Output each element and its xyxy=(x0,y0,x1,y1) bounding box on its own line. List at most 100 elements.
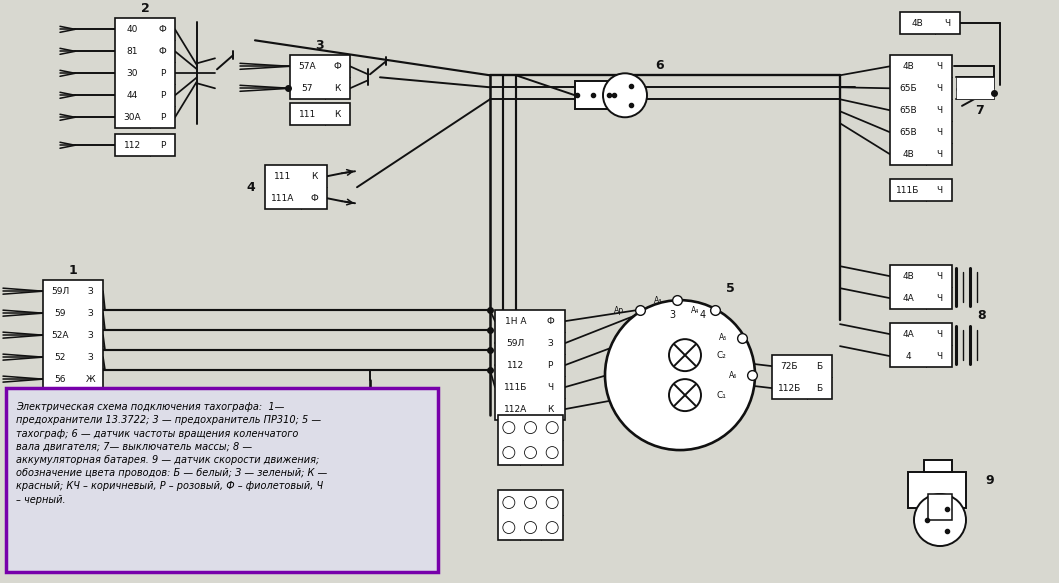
Circle shape xyxy=(914,494,966,546)
Text: 2: 2 xyxy=(141,2,149,15)
Circle shape xyxy=(546,522,558,533)
Text: 4В: 4В xyxy=(912,19,923,28)
Text: Ф: Ф xyxy=(310,194,318,203)
Text: 4В: 4В xyxy=(902,150,914,159)
Circle shape xyxy=(669,339,701,371)
Text: 65В: 65В xyxy=(899,128,917,137)
Bar xyxy=(498,490,563,540)
Text: З: З xyxy=(548,339,553,347)
Text: 30: 30 xyxy=(127,69,138,78)
Text: 1: 1 xyxy=(69,264,77,277)
Bar xyxy=(498,415,563,465)
Text: 44: 44 xyxy=(127,91,138,100)
Circle shape xyxy=(524,447,537,459)
Bar xyxy=(115,134,175,156)
Text: 4В: 4В xyxy=(902,272,914,280)
Text: 4А: 4А xyxy=(902,329,914,339)
Bar xyxy=(908,472,966,508)
Text: 4А: 4А xyxy=(902,294,914,303)
Text: Ж: Ж xyxy=(86,375,95,384)
Text: Ф: Ф xyxy=(159,47,166,56)
Text: Ч: Ч xyxy=(936,294,943,303)
Text: Р: Р xyxy=(160,113,165,122)
Circle shape xyxy=(546,422,558,434)
Circle shape xyxy=(605,300,755,450)
Text: Ч: Ч xyxy=(945,19,951,28)
Text: Р: Р xyxy=(160,141,165,150)
Text: Ч: Ч xyxy=(936,352,943,361)
Text: 59Л: 59Л xyxy=(506,339,524,347)
Text: Ф: Ф xyxy=(546,317,554,326)
Text: Ч: Ч xyxy=(936,84,943,93)
Text: 112: 112 xyxy=(507,361,524,370)
Text: Р: Р xyxy=(548,361,553,370)
Circle shape xyxy=(524,422,537,434)
Text: Ч: Ч xyxy=(936,128,943,137)
Text: 111А: 111А xyxy=(271,194,294,203)
Text: 8: 8 xyxy=(977,308,986,322)
Bar xyxy=(290,55,351,99)
Text: 112: 112 xyxy=(124,141,141,150)
Text: 57: 57 xyxy=(302,84,313,93)
Circle shape xyxy=(524,497,537,508)
Bar xyxy=(890,323,952,367)
Text: 56: 56 xyxy=(55,375,66,384)
Text: 111Б: 111Б xyxy=(896,186,919,195)
Text: Ч: Ч xyxy=(936,272,943,280)
Bar xyxy=(890,179,952,201)
Text: Ф: Ф xyxy=(334,62,341,71)
Text: 1Н А: 1Н А xyxy=(504,317,526,326)
Text: 59: 59 xyxy=(55,308,66,318)
Bar xyxy=(925,460,952,472)
Circle shape xyxy=(603,73,647,117)
Text: 57А: 57А xyxy=(299,62,317,71)
Text: А₅: А₅ xyxy=(719,333,726,342)
FancyBboxPatch shape xyxy=(6,388,438,572)
Bar xyxy=(575,81,623,109)
Bar xyxy=(928,494,952,520)
Text: К: К xyxy=(310,172,317,181)
Text: Р: Р xyxy=(160,69,165,78)
Text: Б: Б xyxy=(816,361,823,371)
Text: З: З xyxy=(88,353,93,361)
Text: Ар: Ар xyxy=(614,305,625,315)
Text: Б: Б xyxy=(816,384,823,392)
Text: Р: Р xyxy=(160,91,165,100)
Text: С₂: С₂ xyxy=(716,350,726,360)
Bar xyxy=(290,103,351,125)
Text: 6: 6 xyxy=(656,59,664,72)
Circle shape xyxy=(546,497,558,508)
Text: А₄: А₄ xyxy=(692,305,700,315)
Circle shape xyxy=(669,379,701,411)
Text: З: З xyxy=(88,331,93,340)
Bar xyxy=(495,310,566,420)
Text: 7: 7 xyxy=(975,104,985,117)
Text: 3: 3 xyxy=(669,310,676,320)
Text: 4В: 4В xyxy=(902,62,914,71)
Bar xyxy=(890,55,952,165)
Text: 4: 4 xyxy=(905,352,911,361)
Text: 9: 9 xyxy=(986,473,994,487)
Text: 4: 4 xyxy=(247,181,255,194)
Text: 65В: 65В xyxy=(899,106,917,115)
Bar xyxy=(115,18,175,128)
Circle shape xyxy=(503,522,515,533)
Text: 59Л: 59Л xyxy=(51,287,70,296)
Text: 52: 52 xyxy=(55,353,66,361)
Circle shape xyxy=(503,422,515,434)
Text: 4: 4 xyxy=(699,310,705,320)
Text: 65Б: 65Б xyxy=(899,84,917,93)
Text: 112Б: 112Б xyxy=(777,384,801,392)
Text: А₃: А₃ xyxy=(653,296,662,305)
Text: 112А: 112А xyxy=(504,405,527,413)
Text: С₁: С₁ xyxy=(716,391,726,399)
Text: Ч: Ч xyxy=(548,382,554,392)
Text: З: З xyxy=(88,287,93,296)
Text: 111: 111 xyxy=(274,172,291,181)
Text: Ч: Ч xyxy=(936,106,943,115)
Text: Ч: Ч xyxy=(936,62,943,71)
Bar xyxy=(900,12,961,34)
Text: 52А: 52А xyxy=(52,331,69,340)
Bar xyxy=(890,265,952,309)
Text: 72Б: 72Б xyxy=(780,361,798,371)
